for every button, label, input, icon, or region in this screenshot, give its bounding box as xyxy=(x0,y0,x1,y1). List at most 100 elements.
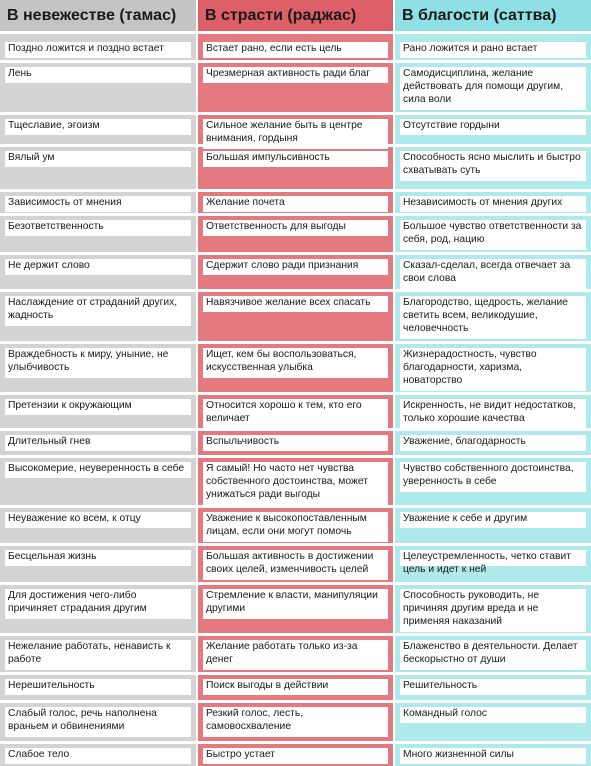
row-divider xyxy=(395,505,591,508)
row-divider xyxy=(198,582,393,585)
cell-sattva: Искренность, не видит недостатков, тольк… xyxy=(400,399,586,429)
row-divider xyxy=(395,455,591,458)
cell-rajas: Большая активность в достижении своих це… xyxy=(203,550,388,580)
cell-sattva: Уважение, благодарность xyxy=(400,435,586,451)
cell-sattva: Решительность xyxy=(400,679,586,695)
row-divider xyxy=(198,700,393,703)
row-divider xyxy=(0,289,196,292)
row-divider xyxy=(0,672,196,675)
cell-sattva: Способность ясно мыслить и быстро схваты… xyxy=(400,151,586,181)
row-divider xyxy=(395,428,591,431)
cell-sattva: Жизнерадостность, чувство благодарности,… xyxy=(400,348,586,391)
cell-rajas: Навязчивое желание всех спасать xyxy=(203,296,388,312)
cell-rajas: Желание почета xyxy=(203,196,388,212)
row-divider xyxy=(198,392,393,395)
cell-rajas: Резкий голос, лесть, самовосхваление xyxy=(203,707,388,737)
header-rajas: В страсти (раджас) xyxy=(198,0,393,34)
cell-sattva: Командный голос xyxy=(400,707,586,723)
cell-sattva: Блаженство в деятельности. Делает бескор… xyxy=(400,640,586,670)
column-tamas: В невежестве (тамас) Поздно ложится и по… xyxy=(0,0,196,766)
cell-tamas: Длительный гнев xyxy=(5,435,191,451)
cell-rajas: Встает рано, если есть цель xyxy=(203,42,388,58)
row-divider xyxy=(0,455,196,458)
row-divider xyxy=(198,672,393,675)
cell-sattva: Самодисциплина, желание действовать для … xyxy=(400,67,586,110)
row-divider xyxy=(0,505,196,508)
cell-tamas: Слабый голос, речь наполнена враньем и о… xyxy=(5,707,191,737)
row-divider xyxy=(395,112,591,115)
row-divider xyxy=(198,455,393,458)
cell-tamas: Нерешительность xyxy=(5,679,191,695)
cell-sattva: Благородство, щедрость, желание светить … xyxy=(400,296,586,339)
cell-tamas: Претензии к окружающим xyxy=(5,399,191,415)
row-divider xyxy=(395,543,591,546)
row-divider xyxy=(395,341,591,344)
row-divider xyxy=(198,60,393,63)
row-divider xyxy=(0,582,196,585)
cell-tamas: Тщеславие, эгоизм xyxy=(5,119,191,135)
row-divider xyxy=(0,213,196,216)
cell-sattva: Рано ложится и рано встает xyxy=(400,42,586,58)
column-rajas: В страсти (раджас) Встает рано, если ест… xyxy=(196,0,393,766)
cell-sattva: Независимость от мнения других xyxy=(400,196,586,212)
row-divider xyxy=(198,112,393,115)
cell-tamas: Для достижения чего-либо причиняет страд… xyxy=(5,589,191,619)
row-divider xyxy=(0,60,196,63)
cell-tamas: Враждебность к миру, уныние, не улыбчиво… xyxy=(5,348,191,378)
cell-tamas: Безответственность xyxy=(5,220,191,236)
row-divider xyxy=(395,213,591,216)
row-divider xyxy=(0,189,196,192)
cell-tamas: Нежелание работать, ненависть к работе xyxy=(5,640,191,670)
header-tamas: В невежестве (тамас) xyxy=(0,0,196,34)
row-divider xyxy=(198,252,393,255)
row-divider xyxy=(198,213,393,216)
row-divider xyxy=(198,543,393,546)
row-divider xyxy=(395,189,591,192)
cell-rajas: Ответственность для выгоды xyxy=(203,220,388,236)
cell-tamas: Бесцельная жизнь xyxy=(5,550,191,566)
cell-rajas: Желание работать только из-за денег xyxy=(203,640,388,670)
cell-rajas: Стремление к власти, манипуляции другими xyxy=(203,589,388,619)
row-divider xyxy=(395,289,591,292)
cell-sattva: Целеустремленность, четко ставит цель и … xyxy=(400,550,586,575)
cell-rajas: Чрезмерная активность ради благ xyxy=(203,67,388,83)
cell-tamas: Слабое тело xyxy=(5,748,191,764)
row-divider xyxy=(0,112,196,115)
row-divider xyxy=(395,700,591,703)
row-divider xyxy=(198,341,393,344)
cell-rajas: Большая импульсивность xyxy=(203,151,388,167)
cell-rajas: Относится хорошо к тем, кто его величает xyxy=(203,399,388,429)
row-divider xyxy=(0,392,196,395)
row-divider xyxy=(198,741,393,744)
row-divider xyxy=(395,144,591,147)
column-sattva: В благости (саттва) Рано ложится и рано … xyxy=(393,0,591,766)
row-divider xyxy=(395,582,591,585)
row-divider xyxy=(0,144,196,147)
row-divider xyxy=(198,633,393,636)
cell-tamas: Зависимость от мнения xyxy=(5,196,191,212)
row-divider xyxy=(198,289,393,292)
cell-sattva: Уважение к себе и другим xyxy=(400,512,586,528)
cell-sattva: Большое чувство ответственности за себя,… xyxy=(400,220,586,250)
cell-rajas: Я самый! Но часто нет чувства собственно… xyxy=(203,462,388,505)
row-divider xyxy=(198,144,393,147)
row-divider xyxy=(0,633,196,636)
cell-tamas: Неуважение ко всем, к отцу xyxy=(5,512,191,528)
row-divider xyxy=(0,741,196,744)
cell-tamas: Высокомерие, неуверенность в себе xyxy=(5,462,191,478)
row-divider xyxy=(395,392,591,395)
row-divider xyxy=(0,341,196,344)
row-divider xyxy=(0,252,196,255)
header-sattva: В благости (саттва) xyxy=(395,0,591,34)
cell-sattva: Сказал-сделал, всегда отвечает за свои с… xyxy=(400,259,586,289)
cell-sattva: Отсутствие гордыни xyxy=(400,119,586,135)
row-divider xyxy=(395,60,591,63)
cell-rajas: Сдержит слово ради признания xyxy=(203,259,388,275)
cell-tamas: Лень xyxy=(5,67,191,83)
cell-sattva: Чувство собственного достоинства, уверен… xyxy=(400,462,586,492)
cell-rajas: Ищет, кем бы воспользоваться, искусствен… xyxy=(203,348,388,378)
cell-rajas: Поиск выгоды в действии xyxy=(203,679,388,695)
cell-tamas: Поздно ложится и поздно встает xyxy=(5,42,191,58)
cell-rajas: Быстро устает xyxy=(203,748,388,764)
